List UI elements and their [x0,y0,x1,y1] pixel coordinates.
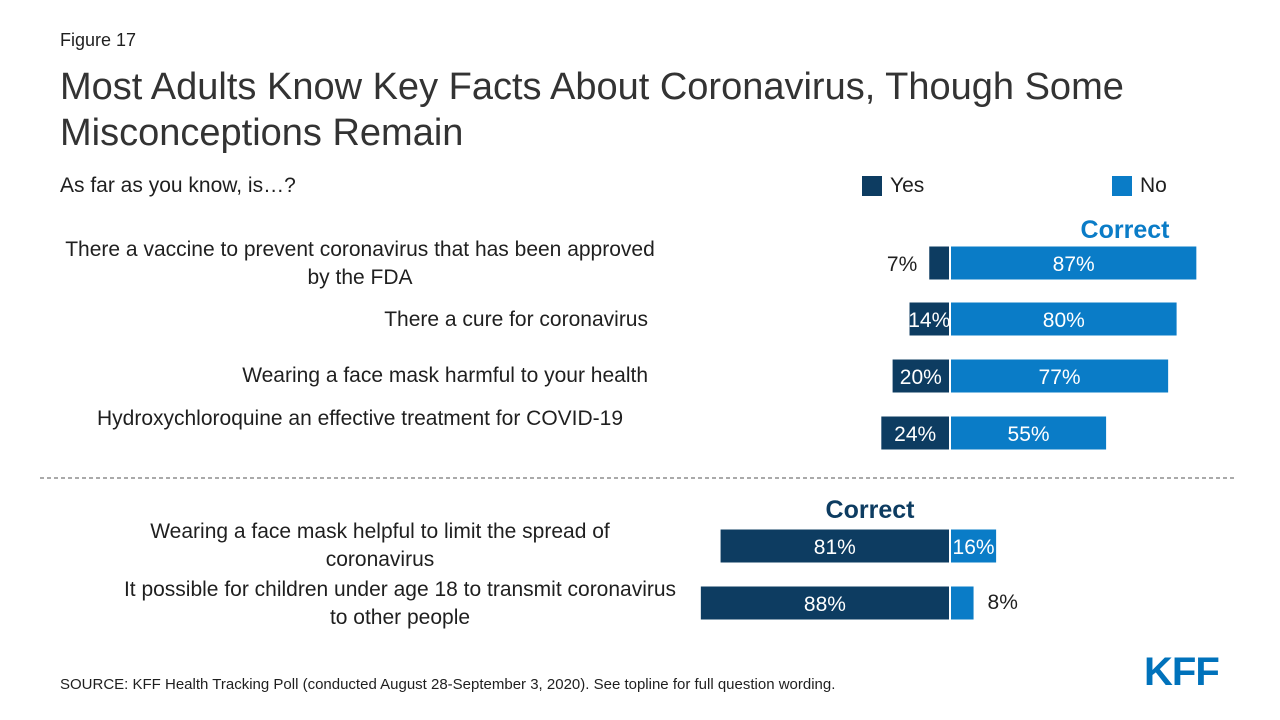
bar-no-0-2 [951,359,1169,393]
bar-no-1-1 [951,586,974,620]
correct-label-0: Correct [1081,216,1171,244]
bar-no-0-0 [951,246,1197,280]
bar-yes-0-0 [929,246,949,280]
label-no-0-1: 80% [1043,309,1085,332]
label-no-0-2: 77% [1039,366,1081,389]
legend-no-swatch [1112,176,1132,196]
legend-yes: Yes [862,174,924,198]
bar-yes-1-1 [700,586,949,620]
bar-yes-0-3 [881,416,949,450]
kff-logo: KFF [1144,650,1220,694]
category-label-children-transmit: It possible for children under age 18 to… [123,578,677,629]
label-yes-1-0: 81% [814,536,856,559]
bar-no-0-3 [951,416,1107,450]
bar-yes-1-0 [720,529,949,563]
question-text: As far as you know, is…? [60,174,296,197]
bar-no-1-0 [951,529,997,563]
label-yes-1-1: 88% [804,593,846,616]
label-no-1-0: 16% [953,536,995,559]
label-yes-0-3: 24% [894,423,936,446]
category-label-hcq: Hydroxychloroquine an effective treatmen… [96,407,624,430]
bar-yes-0-1 [909,302,949,336]
label-no-0-3: 55% [1008,423,1050,446]
label-no-1-1: 8% [988,591,1018,614]
figure-label: Figure 17 [60,30,137,50]
bar-yes-0-2 [892,359,949,393]
bars-layer: 7% 87% 14% 80% 20% 77% 24% 55% Correct 81% 16% 88% 8… [700,216,1197,620]
legend-no-label: No [1140,174,1167,197]
legend-yes-label: Yes [890,174,925,197]
chart-title: Most Adults Know Key Facts About Coronav… [60,66,1124,154]
label-yes-0-0: 7% [887,253,917,276]
category-label-mask-helpful: Wearing a face mask helpful to limit the… [150,520,610,571]
label-no-0-0: 87% [1053,253,1095,276]
category-label-cure: There a cure for coronavirus [384,308,648,331]
category-label-mask-harmful: Wearing a face mask harmful to your heal… [242,364,648,387]
legend-no: No [1112,174,1167,198]
label-yes-0-1: 14% [908,309,950,332]
category-label-vaccine: There a vaccine to prevent coronavirus t… [65,238,655,289]
legend-yes-swatch [862,176,882,196]
bar-no-0-1 [951,302,1177,336]
correct-label-1: Correct [826,496,916,524]
source-note: SOURCE: KFF Health Tracking Poll (conduc… [60,676,836,693]
label-yes-0-2: 20% [900,366,942,389]
